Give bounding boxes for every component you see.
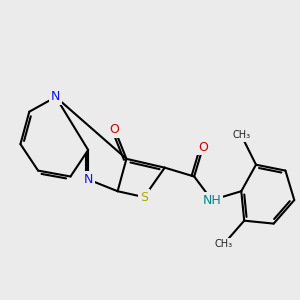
Text: N: N [83, 173, 93, 186]
Text: N: N [51, 91, 61, 103]
Text: O: O [198, 141, 208, 154]
Text: O: O [110, 123, 120, 136]
Text: S: S [140, 190, 148, 204]
Text: NH: NH [202, 194, 221, 207]
Text: CH₃: CH₃ [232, 130, 250, 140]
Text: CH₃: CH₃ [214, 239, 233, 249]
